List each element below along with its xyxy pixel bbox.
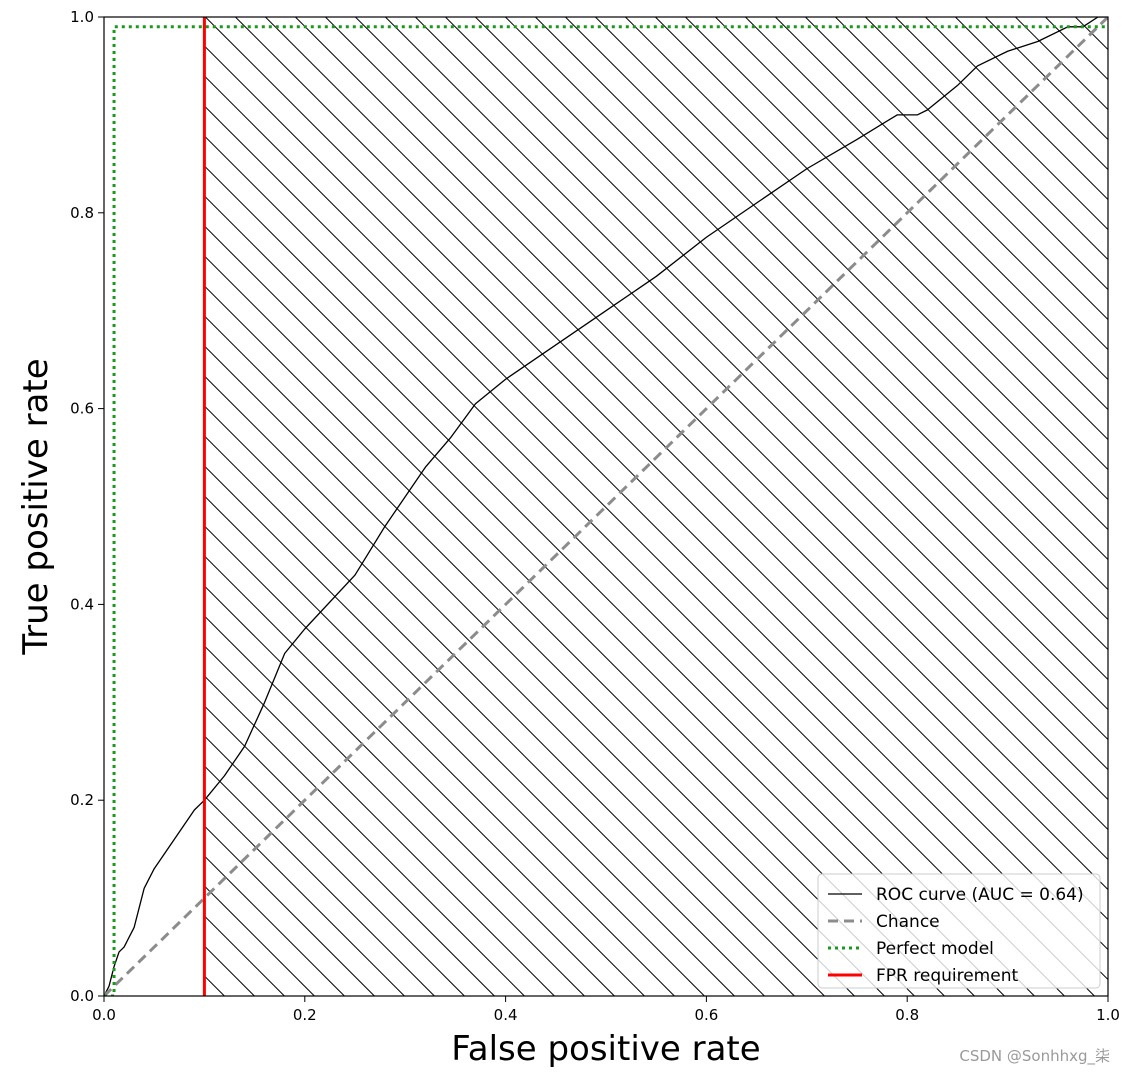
x-axis-title: False positive rate [451,1029,760,1069]
hatch-line [204,825,375,996]
hatch-line [865,17,1108,261]
hatch-line [535,17,1108,591]
hatch-line [1075,17,1108,51]
hatch-line [204,345,855,996]
hatch-line [685,17,1108,441]
y-tick-label: 0.2 [70,791,94,809]
hatched-region [204,17,1108,996]
x-tick-label: 0.8 [895,1006,919,1024]
series-group [104,17,1108,996]
hatch-line [204,525,675,996]
hatch-line [204,705,495,996]
legend-label: ROC curve (AUC = 0.64) [876,885,1084,905]
hatch-line [204,465,735,996]
y-tick-label: 0.8 [70,204,94,222]
legend-box [817,873,1101,989]
hatch-line [625,17,1108,501]
hatch-line [955,17,1108,171]
axes-frame [103,16,1109,997]
x-tick-label: 0.6 [694,1006,718,1024]
y-tick-label: 1.0 [70,8,94,26]
hatch-line [204,375,825,996]
hatch-line [295,17,1108,831]
hatch-line [204,495,705,996]
y-tick-label: 0.0 [70,987,94,1005]
hatch-line [475,17,1108,651]
hatch-line [204,315,885,996]
hatch-line [204,105,1095,996]
hatch-line [445,17,1108,681]
hatch-line [205,17,1108,921]
y-axis-title: True positive rate [16,358,56,655]
hatch-line [204,765,435,996]
hatch-line [204,615,585,996]
hatch-line [655,17,1108,471]
series-line-chance [104,17,1108,996]
hatch-line [204,645,555,996]
hatch-line [204,165,1035,996]
hatch-line [325,17,1108,801]
hatch-line [235,17,1108,891]
hatch-line [204,795,405,996]
hatch-line [265,17,1108,861]
hatch-line [415,17,1108,711]
hatch-line [895,17,1108,231]
hatch-line [204,225,975,996]
x-tick-label: 0.2 [293,1006,317,1024]
hatch-line [204,285,915,996]
hatch-line [835,17,1108,291]
hatch-line [775,17,1108,351]
legend-label: Chance [876,912,940,932]
hatch-line [204,405,795,996]
x-tick-label: 1.0 [1096,1006,1120,1024]
hatch-line [204,435,765,996]
hatch-line [204,75,1108,981]
hatch-line [805,17,1108,321]
hatch-line [385,17,1108,741]
hatch-line [204,675,525,996]
hatch-line [745,17,1108,381]
watermark: CSDN @Sonhhxg_柒 [959,1047,1110,1065]
hatch-line [595,17,1108,531]
hatch-line [204,255,945,996]
series-line-roc-curve-auc-0-64 [104,17,1108,996]
hatch-line [204,555,645,996]
legend-label: Perfect model [876,939,994,959]
hatch-line [925,17,1108,201]
hatch-line [204,735,465,996]
hatch-line [204,135,1065,996]
legend-label: FPR requirement [876,966,1018,986]
hatch-line [204,585,615,996]
hatch-line [355,17,1108,771]
x-tick-label: 0.0 [92,1006,116,1024]
hatch-line [204,195,1005,996]
y-tick-label: 0.4 [70,595,94,613]
hatch-line [715,17,1108,411]
hatch-line [505,17,1108,621]
hatch-line [204,45,1108,951]
hatch-line [565,17,1108,561]
y-tick-label: 0.6 [70,400,94,418]
x-tick-label: 0.4 [494,1006,518,1024]
legend: ROC curve (AUC = 0.64) Chance Perfect mode… [817,873,1101,989]
